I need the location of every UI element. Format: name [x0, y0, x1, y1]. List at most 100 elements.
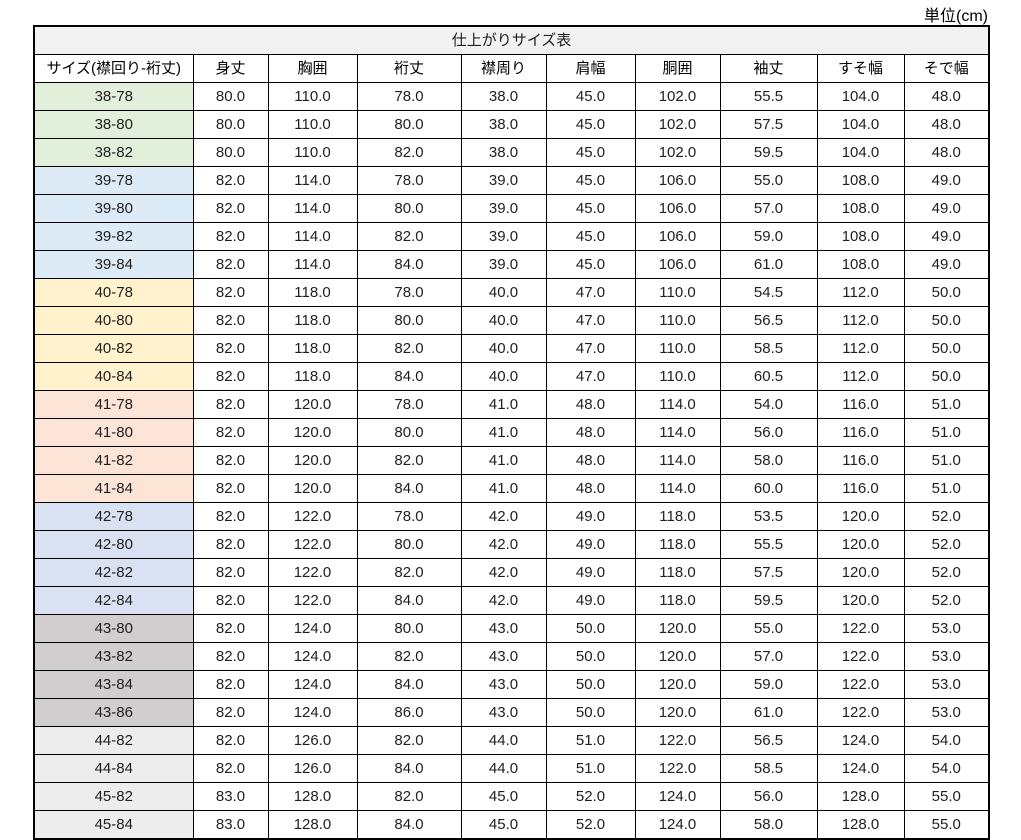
value-cell: 122.0 [634, 726, 721, 755]
table-row: 40-82 82.0 118.0 82.0 40.0 47.0 110.0 58.5 112.0… [33, 334, 990, 363]
col-header-body-length: 身丈 [192, 54, 269, 83]
col-header-sleeve: 袖丈 [719, 54, 818, 83]
value-cell: 102.0 [634, 110, 721, 139]
value-cell: 118.0 [634, 502, 721, 531]
value-cell: 118.0 [267, 306, 358, 335]
value-cell: 40.0 [460, 278, 547, 307]
value-cell: 55.5 [719, 82, 818, 111]
value-cell: 118.0 [634, 558, 721, 587]
table-row: 38-82 80.0 110.0 82.0 38.0 45.0 102.0 59.5 104.0… [33, 138, 990, 167]
value-cell: 82.0 [192, 222, 269, 251]
value-cell: 52.0 [545, 782, 636, 811]
value-cell: 80.0 [192, 110, 269, 139]
value-cell: 80.0 [356, 530, 462, 559]
value-cell: 51.0 [903, 418, 990, 447]
table-row: 45-84 83.0 128.0 84.0 45.0 52.0 124.0 58.0 128.0… [33, 810, 990, 840]
value-cell: 110.0 [634, 334, 721, 363]
value-cell: 120.0 [816, 558, 905, 587]
value-cell: 61.0 [719, 250, 818, 279]
value-cell: 80.0 [192, 82, 269, 111]
value-cell: 112.0 [816, 306, 905, 335]
unit-label: 単位(cm) [924, 8, 988, 25]
value-cell: 48.0 [545, 390, 636, 419]
table-body: 38-78 80.0 110.0 78.0 38.0 45.0 102.0 55.5 104.0… [33, 82, 990, 840]
value-cell: 110.0 [634, 306, 721, 335]
value-cell: 106.0 [634, 222, 721, 251]
size-cell: 41-78 [33, 390, 194, 419]
col-header-chest: 胸囲 [267, 54, 358, 83]
value-cell: 112.0 [816, 334, 905, 363]
size-cell: 39-80 [33, 194, 194, 223]
value-cell: 49.0 [903, 166, 990, 195]
value-cell: 49.0 [545, 558, 636, 587]
value-cell: 44.0 [460, 754, 547, 783]
table-row: 39-82 82.0 114.0 82.0 39.0 45.0 106.0 59.0 108.0… [33, 222, 990, 251]
table-row: 40-84 82.0 118.0 84.0 40.0 47.0 110.0 60.5 112.0… [33, 362, 990, 391]
value-cell: 58.0 [719, 810, 818, 840]
size-cell: 39-82 [33, 222, 194, 251]
value-cell: 82.0 [192, 642, 269, 671]
value-cell: 124.0 [267, 698, 358, 727]
value-cell: 51.0 [903, 446, 990, 475]
value-cell: 52.0 [903, 558, 990, 587]
value-cell: 52.0 [545, 810, 636, 840]
value-cell: 45.0 [545, 110, 636, 139]
value-cell: 114.0 [267, 250, 358, 279]
value-cell: 58.5 [719, 754, 818, 783]
value-cell: 47.0 [545, 334, 636, 363]
size-cell: 40-84 [33, 362, 194, 391]
value-cell: 78.0 [356, 278, 462, 307]
value-cell: 82.0 [192, 250, 269, 279]
value-cell: 82.0 [192, 474, 269, 503]
value-cell: 128.0 [267, 782, 358, 811]
table-row: 41-78 82.0 120.0 78.0 41.0 48.0 114.0 54.0 116.0… [33, 390, 990, 419]
value-cell: 82.0 [192, 166, 269, 195]
value-cell: 54.0 [903, 726, 990, 755]
value-cell: 49.0 [545, 502, 636, 531]
value-cell: 48.0 [903, 82, 990, 111]
size-cell: 40-80 [33, 306, 194, 335]
value-cell: 80.0 [356, 614, 462, 643]
value-cell: 82.0 [192, 418, 269, 447]
value-cell: 57.5 [719, 558, 818, 587]
value-cell: 52.0 [903, 586, 990, 615]
value-cell: 78.0 [356, 390, 462, 419]
value-cell: 56.0 [719, 782, 818, 811]
col-header-cuff-width: そで幅 [903, 54, 990, 83]
size-cell: 43-84 [33, 670, 194, 699]
value-cell: 78.0 [356, 166, 462, 195]
value-cell: 43.0 [460, 670, 547, 699]
size-cell: 42-80 [33, 530, 194, 559]
table-row: 38-78 80.0 110.0 78.0 38.0 45.0 102.0 55.5 104.0… [33, 82, 990, 111]
value-cell: 128.0 [816, 782, 905, 811]
value-cell: 42.0 [460, 530, 547, 559]
value-cell: 55.0 [903, 782, 990, 811]
table-title-row: 仕上がりサイズ表 [33, 25, 990, 55]
table-row: 39-80 82.0 114.0 80.0 39.0 45.0 106.0 57.0 108.0… [33, 194, 990, 223]
value-cell: 82.0 [356, 138, 462, 167]
table-header-row: サイズ(襟回り-裄丈) 身丈 胸囲 裄丈 襟周り 肩幅 胴囲 袖丈 すそ幅 そで… [33, 54, 990, 83]
value-cell: 82.0 [192, 614, 269, 643]
value-cell: 112.0 [816, 362, 905, 391]
table-row: 39-78 82.0 114.0 78.0 39.0 45.0 106.0 55.0 108.0… [33, 166, 990, 195]
value-cell: 59.0 [719, 222, 818, 251]
value-cell: 42.0 [460, 586, 547, 615]
value-cell: 54.5 [719, 278, 818, 307]
value-cell: 106.0 [634, 250, 721, 279]
value-cell: 106.0 [634, 194, 721, 223]
value-cell: 49.0 [903, 250, 990, 279]
value-cell: 82.0 [356, 642, 462, 671]
value-cell: 50.0 [545, 698, 636, 727]
value-cell: 44.0 [460, 726, 547, 755]
value-cell: 55.5 [719, 530, 818, 559]
table-row: 38-80 80.0 110.0 80.0 38.0 45.0 102.0 57.5 104.0… [33, 110, 990, 139]
value-cell: 82.0 [192, 278, 269, 307]
value-cell: 114.0 [634, 390, 721, 419]
value-cell: 120.0 [816, 502, 905, 531]
value-cell: 47.0 [545, 278, 636, 307]
value-cell: 120.0 [816, 530, 905, 559]
size-table: 仕上がりサイズ表 サイズ(襟回り-裄丈) 身丈 胸囲 裄丈 襟周り 肩幅 胴囲 … [33, 25, 990, 840]
size-cell: 42-78 [33, 502, 194, 531]
value-cell: 114.0 [267, 222, 358, 251]
